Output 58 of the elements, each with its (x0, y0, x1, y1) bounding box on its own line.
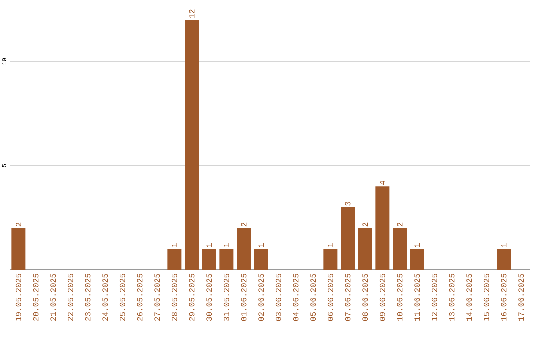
data-label: 4 (380, 181, 386, 186)
data-label: 1 (206, 244, 212, 248)
x-tick-label: 28.05.2025 (172, 274, 178, 321)
x-tick-label: 29.05.2025 (189, 274, 195, 321)
x-tick-label: 26.05.2025 (137, 274, 143, 321)
x-tick-label: 30.05.2025 (206, 274, 212, 322)
x-tick-label: 27.05.2025 (154, 274, 160, 321)
x-tick-label: 23.05.2025 (85, 274, 91, 321)
data-label: 12 (189, 10, 195, 18)
x-tick-label: 20.05.2025 (33, 274, 39, 321)
bar (254, 249, 268, 270)
x-tick-label: 17.06.2025 (518, 274, 524, 321)
x-tick-label: 16.06.2025 (501, 274, 507, 321)
x-tick-label: 24.05.2025 (102, 274, 108, 321)
x-tick-label: 04.06.2025 (293, 274, 299, 322)
bar (341, 208, 356, 270)
bar (220, 249, 234, 270)
bar (202, 249, 216, 270)
x-tick-label: 19.05.2025 (16, 274, 22, 321)
x-tick-label: 10.06.2025 (397, 274, 403, 321)
x-tick-label: 05.06.2025 (310, 274, 316, 322)
x-tick-label: 12.06.2025 (432, 274, 438, 321)
x-tick-label: 08.06.2025 (362, 274, 368, 322)
data-label: 1 (328, 244, 334, 248)
data-label: 3 (345, 202, 351, 206)
data-label: 1 (258, 244, 264, 248)
bar (376, 186, 390, 270)
x-tick-label: 25.05.2025 (120, 274, 126, 321)
x-tick-label: 22.05.2025 (68, 274, 74, 321)
x-tick-label: 14.06.2025 (466, 274, 472, 321)
x-tick-label: 11.06.2025 (414, 274, 420, 321)
bar (185, 20, 200, 270)
x-tick-label: 31.05.2025 (224, 274, 230, 322)
data-label: 1 (172, 244, 178, 248)
x-tick-label: 13.06.2025 (449, 274, 455, 321)
x-tick-label: 01.06.2025 (241, 274, 247, 322)
data-label: 2 (397, 222, 403, 227)
x-tick-label: 21.05.2025 (50, 274, 56, 321)
data-label: 2 (16, 222, 22, 227)
x-tick-label: 09.06.2025 (380, 274, 386, 322)
bar (393, 228, 407, 270)
x-tick-label: 06.06.2025 (328, 274, 334, 322)
bar (324, 249, 338, 270)
data-label: 2 (362, 222, 368, 227)
data-label: 2 (241, 222, 247, 227)
x-tick-label: 07.06.2025 (345, 274, 351, 322)
x-tick-label: 15.06.2025 (484, 274, 490, 321)
bar (168, 249, 182, 270)
data-label: 1 (501, 244, 507, 248)
bar (237, 228, 251, 270)
bar (12, 228, 26, 270)
x-tick-label: 02.06.2025 (258, 274, 264, 322)
bar (410, 249, 424, 270)
data-label: 1 (414, 244, 420, 248)
data-label: 1 (224, 244, 230, 248)
bar (497, 249, 512, 270)
bar (358, 228, 372, 270)
x-tick-label: 03.06.2025 (276, 274, 282, 322)
